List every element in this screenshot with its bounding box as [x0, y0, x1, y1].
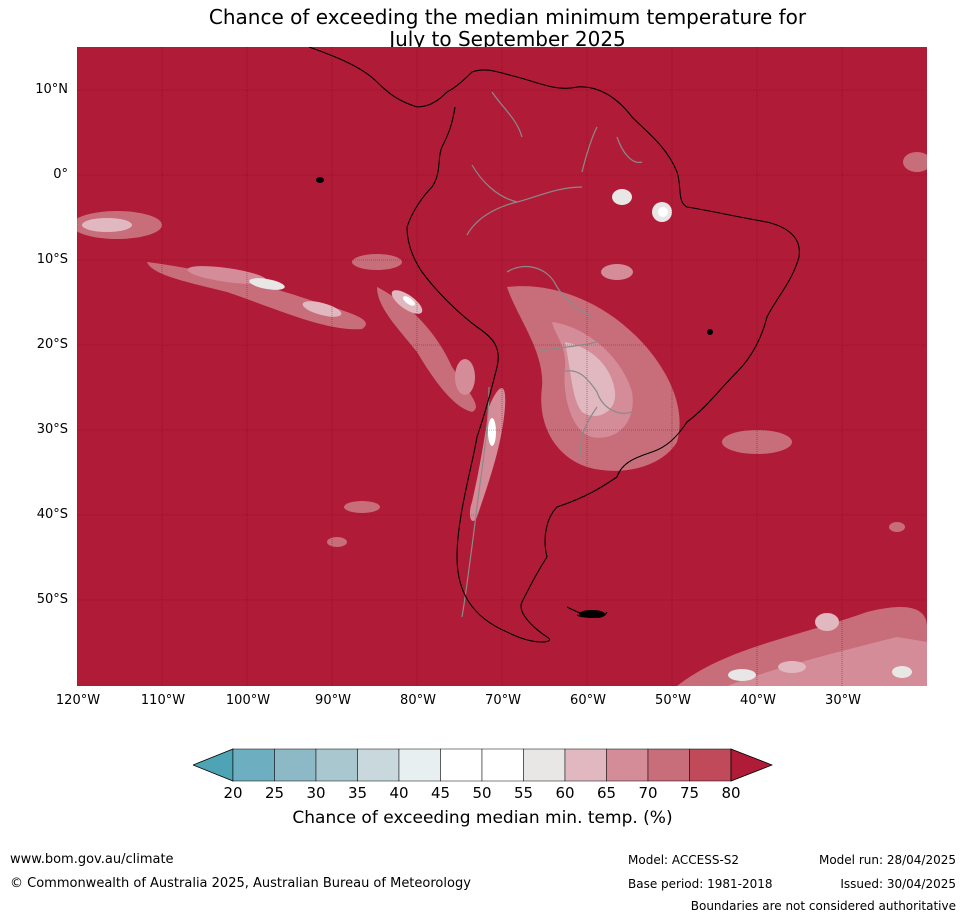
map-title-line-2: July to September 2025 — [389, 27, 626, 51]
colorbar-tick-35: 35 — [347, 784, 368, 802]
lon-label-110w: 110°W — [140, 693, 186, 708]
issued-date: Issued: 30/04/2025 — [840, 877, 956, 891]
colorbar-tick-25: 25 — [264, 784, 285, 802]
lat-label-40s: 40°S — [36, 507, 68, 522]
lat-label-50s: 50°S — [36, 592, 68, 607]
islands — [316, 177, 713, 618]
map-title-line-1: Chance of exceeding the median minimum t… — [208, 5, 807, 29]
base-period: Base period: 1981-2018 — [628, 877, 773, 891]
map-background-high-probability — [77, 47, 927, 686]
lon-label-60w: 60°W — [570, 693, 606, 708]
colorbar-tick-65: 65 — [596, 784, 617, 802]
lat-label-20s: 20°S — [36, 337, 68, 352]
colorbar-segment-below-20 — [193, 748, 234, 782]
colorbar-segment-65-70 — [606, 748, 649, 782]
colorbar-segment-50-55 — [481, 748, 524, 782]
copyright-text: © Commonwealth of Australia 2025, Austra… — [10, 876, 471, 891]
lon-label-100w: 100°W — [225, 693, 271, 708]
lon-label-80w: 80°W — [400, 693, 436, 708]
model-run-date: Model run: 28/04/2025 — [818, 853, 956, 867]
colorbar-tick-55: 55 — [513, 784, 534, 802]
lat-label-10s: 10°S — [36, 252, 68, 267]
model-name: Model: ACCESS-S2 — [628, 853, 740, 867]
colorbar-title: Chance of exceeding median min. temp. (%… — [292, 808, 673, 828]
lon-label-50w: 50°W — [655, 693, 691, 708]
lon-label-40w: 40°W — [740, 693, 776, 708]
colorbar-segment-55-60 — [523, 748, 566, 782]
lat-label-10n: 10°N — [35, 82, 68, 97]
lat-label-0: 0° — [53, 167, 68, 182]
lon-label-70w: 70°W — [485, 693, 521, 708]
colorbar-segment-25-30 — [274, 748, 317, 782]
colorbar-tick-70: 70 — [638, 784, 658, 802]
website-link[interactable]: www.bom.gov.au/climate — [10, 852, 174, 867]
colorbar-legend — [193, 748, 773, 782]
lon-label-120w: 120°W — [55, 693, 101, 708]
colorbar-tick-50: 50 — [472, 784, 492, 802]
colorbar-segment-75-80 — [689, 748, 732, 782]
colorbar-segment-35-40 — [357, 748, 400, 782]
map-canvas — [72, 46, 931, 686]
boundaries-disclaimer: Boundaries are not considered authoritat… — [690, 899, 956, 913]
lat-label-30s: 30°S — [36, 422, 68, 437]
colorbar-segment-70-75 — [647, 748, 690, 782]
colorbar-segment-60-65 — [564, 748, 607, 782]
colorbar-tick-40: 40 — [389, 784, 409, 802]
colorbar-segment-20-25 — [232, 748, 275, 782]
colorbar-segment-40-45 — [398, 748, 441, 782]
colorbar-tick-75: 75 — [679, 784, 700, 802]
probability-shading — [72, 152, 931, 686]
lon-label-30w: 30°W — [825, 693, 861, 708]
colorbar-tick-30: 30 — [306, 784, 326, 802]
probability-map — [72, 46, 931, 686]
lon-label-90w: 90°W — [315, 693, 351, 708]
colorbar-segment-45-50 — [440, 748, 483, 782]
colorbar-segment-30-35 — [315, 748, 358, 782]
colorbar-tick-45: 45 — [430, 784, 451, 802]
colorbar-tick-20: 20 — [223, 784, 243, 802]
colorbar-tick-60: 60 — [555, 784, 575, 802]
country-borders — [461, 91, 643, 618]
colorbar-tick-80: 80 — [721, 784, 741, 802]
colorbar-segment-above-80 — [730, 748, 773, 782]
